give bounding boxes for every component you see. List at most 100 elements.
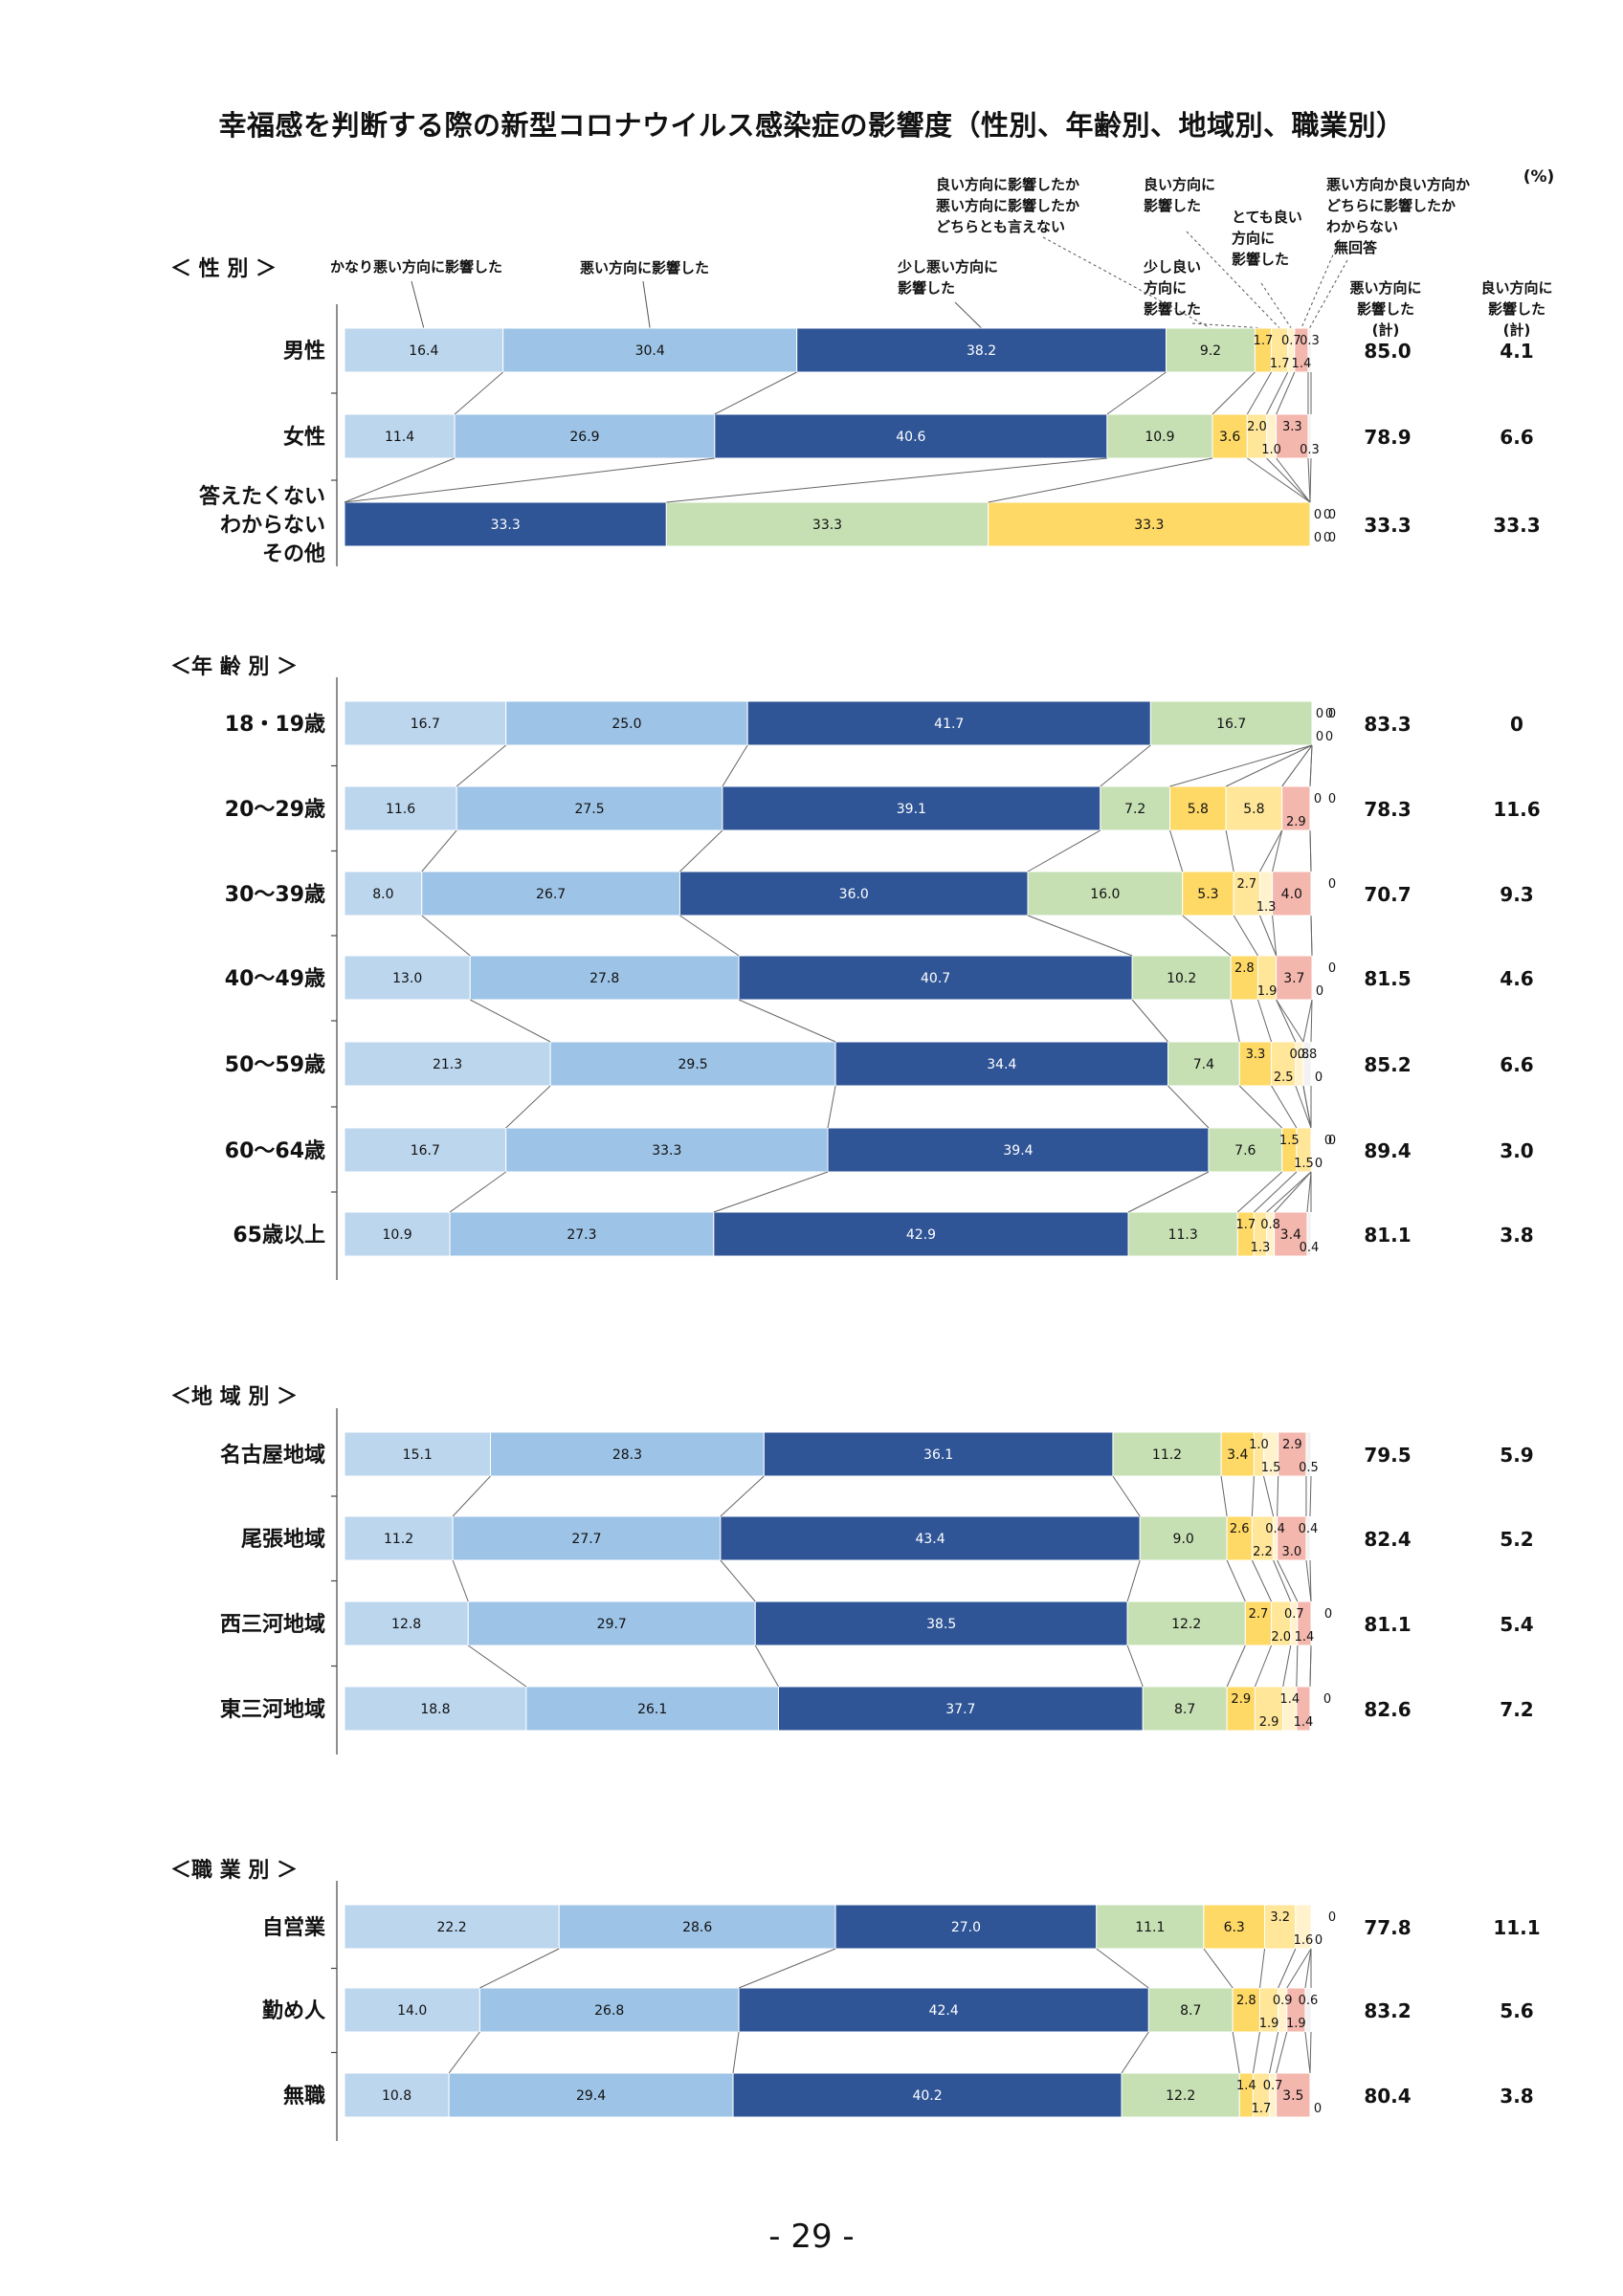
value-label-small: 1.5: [1294, 1157, 1314, 1171]
value-label-small: 1.9: [1259, 2017, 1279, 2031]
series-connector: [454, 371, 503, 415]
value-label-small: 1.3: [1251, 1241, 1271, 1255]
value-label: 37.7: [945, 1702, 975, 1717]
series-connector: [1246, 371, 1273, 415]
legend-label-c2: 少し悪い方向に: [897, 258, 998, 276]
value-label-small: 0: [1314, 508, 1322, 522]
value-label: 28.6: [682, 1920, 712, 1935]
sum-header-good: (計): [1503, 321, 1531, 339]
series-connector: [1307, 457, 1311, 503]
value-label: 12.2: [1166, 2088, 1195, 2104]
value-label-small: 0: [1323, 508, 1331, 522]
bar-segment-c1: [525, 1686, 779, 1732]
bad-total: 81.1: [1364, 1224, 1411, 1247]
legend-leader-line: [411, 280, 425, 329]
bad-total: 33.3: [1364, 514, 1411, 537]
series-connector: [1272, 915, 1278, 957]
series-connector: [1271, 1085, 1298, 1129]
legend-leader-line: [1309, 259, 1348, 329]
value-label-small: 3.3: [1246, 1048, 1266, 1062]
legend-label-c7: どちらに影響したか: [1326, 197, 1456, 214]
series-connector: [1233, 915, 1258, 957]
value-label: 36.1: [923, 1447, 953, 1463]
value-label-small: 2.6: [1230, 1522, 1250, 1536]
bar-segment-c3: [1131, 955, 1232, 1001]
series-connector: [1269, 2031, 1279, 2074]
series-connector: [448, 2031, 480, 2074]
sum-header-bad: 影響した: [1357, 300, 1414, 318]
value-label-small: 1.9: [1286, 2017, 1306, 2031]
series-connector: [1127, 1171, 1210, 1213]
value-label: 18.8: [420, 1702, 450, 1717]
series-connector: [449, 1171, 506, 1213]
bar-segment-c2: [738, 955, 1133, 1001]
series-connector: [666, 457, 1107, 503]
value-label-small: 0: [1315, 1157, 1323, 1171]
value-label: 40.7: [921, 971, 950, 986]
value-label: 3.6: [1219, 430, 1240, 445]
good-total: 4.1: [1500, 340, 1533, 363]
row-label: 男性: [283, 340, 325, 364]
value-label-small: 2.9: [1259, 1715, 1279, 1730]
value-label-small: 1.0: [1249, 1438, 1269, 1452]
bar-segment-c8: [1307, 327, 1312, 373]
bar-row: 65歳以上 10.9 27.3 42.9 11.3 3.4 1.7 1.3 0.8 0.4 81.1…: [233, 1171, 1534, 1257]
value-label-small: 1.7: [1254, 334, 1274, 348]
value-label: 27.5: [574, 802, 604, 817]
value-label-small: 0: [1328, 707, 1336, 721]
group-2: ＜地 域 別 ＞名古屋地域 15.1 28.3 36.1 11.2 3.41.01.52.…: [170, 1384, 1534, 1755]
bar-segment-c3: [1127, 1211, 1238, 1257]
value-label: 38.2: [967, 343, 996, 359]
series-connector: [714, 371, 797, 415]
value-label: 39.4: [1003, 1143, 1033, 1159]
bar-segment-c6: [1295, 1904, 1312, 1950]
bad-total: 85.2: [1364, 1053, 1411, 1076]
value-label-small: 0: [1328, 792, 1336, 806]
value-label-small: 1.4: [1279, 1692, 1300, 1707]
series-connector: [1167, 1085, 1210, 1129]
bar-segment-c2: [732, 2072, 1123, 2118]
bar-segment-c7: [1272, 871, 1312, 916]
value-label: 5.8: [1188, 802, 1209, 817]
series-connector: [1309, 2031, 1312, 2074]
bad-total: 83.2: [1364, 1999, 1411, 2022]
legend-label-c7: 悪い方向か良い方向か: [1326, 176, 1470, 193]
value-label-small: 0: [1328, 1910, 1336, 1925]
bar-segment-c1: [452, 1515, 722, 1561]
series-connector: [1236, 1171, 1283, 1213]
series-connector: [1296, 1645, 1299, 1688]
series-connector: [1212, 371, 1256, 415]
series-connector: [1220, 1475, 1228, 1517]
group-title: ＜年 齢 別 ＞: [170, 654, 298, 679]
value-label-small: 0: [1328, 1134, 1336, 1148]
value-label: 30.4: [635, 343, 665, 359]
bar-row: 50～59歳 21.3 29.5 34.4 7.4 3.3 2.5 0.8 0 0.8 85.2 6.…: [225, 999, 1534, 1087]
bar-segment-c1: [478, 1987, 740, 2033]
series-connector: [421, 915, 471, 957]
series-connector: [344, 457, 715, 503]
bar-segment-c2: [746, 700, 1151, 746]
good-total: 7.2: [1500, 1698, 1533, 1721]
value-label-small: 1.9: [1257, 984, 1278, 999]
bar-segment-c1: [505, 700, 748, 746]
good-total: 33.3: [1493, 514, 1540, 537]
value-label: 7.6: [1234, 1143, 1256, 1159]
series-connector: [732, 2031, 740, 2074]
value-label-small: 3.2: [1270, 1910, 1290, 1925]
row-label: 65歳以上: [233, 1224, 325, 1247]
bar-segment-c7: [1276, 955, 1313, 1001]
row-label: 無職: [283, 2084, 325, 2108]
bad-total: 78.3: [1364, 798, 1411, 821]
bar-segment-c1: [456, 785, 723, 831]
bar-segment-c3: [1149, 700, 1313, 746]
bad-total: 85.0: [1364, 340, 1411, 363]
series-connector: [1276, 999, 1297, 1043]
series-connector: [1272, 829, 1283, 872]
value-label: 25.0: [611, 717, 641, 732]
series-connector: [738, 1948, 836, 1989]
bar-segment-c7: [1281, 785, 1311, 831]
value-label-small: 0.9: [1273, 1994, 1293, 2008]
row-label: 東三河地域: [220, 1697, 325, 1722]
series-connector: [1106, 371, 1167, 415]
